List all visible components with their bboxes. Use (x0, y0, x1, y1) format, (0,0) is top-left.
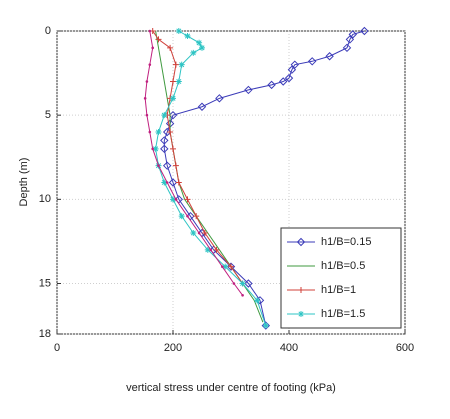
marker (196, 39, 203, 46)
y-tick-label: 0 (45, 25, 51, 37)
marker (151, 46, 154, 50)
marker (244, 279, 253, 288)
marker (213, 246, 220, 253)
marker (201, 230, 208, 236)
marker (160, 136, 169, 145)
marker (162, 161, 172, 170)
marker (241, 293, 244, 297)
marker (157, 164, 160, 167)
marker (175, 28, 182, 34)
y-axis-label: Depth (m) (18, 158, 30, 207)
x-tick-label: 600 (396, 342, 414, 354)
marker (170, 78, 176, 85)
series-line (163, 30, 365, 326)
marker (261, 321, 271, 330)
marker (348, 30, 358, 39)
marker (155, 36, 162, 43)
legend-label: h1/B=0.15 (321, 236, 371, 248)
marker (360, 26, 369, 36)
marker (190, 230, 197, 236)
marker (244, 85, 253, 95)
series (143, 29, 244, 297)
marker (215, 94, 224, 103)
marker (190, 49, 197, 56)
marker (170, 95, 176, 102)
marker (178, 213, 185, 220)
marker (197, 231, 201, 235)
marker (148, 29, 152, 33)
marker (167, 44, 174, 51)
x-tick-label: 200 (164, 342, 182, 354)
marker (174, 198, 178, 201)
marker (143, 97, 147, 100)
marker (254, 297, 261, 304)
y-tick-label: 18 (39, 328, 51, 340)
marker (145, 113, 149, 117)
marker (342, 43, 352, 53)
marker (184, 33, 191, 40)
marker (175, 179, 182, 186)
legend: h1/B=0.15 h1/B=0.5 h1/B=1 h1/B=1.5 (280, 227, 402, 329)
marker (228, 263, 234, 270)
marker (284, 73, 294, 83)
marker (172, 162, 179, 169)
x-axis-label: vertical stress under centre of footing … (126, 382, 336, 394)
marker (145, 80, 149, 83)
marker (204, 246, 211, 253)
marker (199, 44, 205, 51)
marker (287, 65, 297, 74)
marker (239, 280, 246, 287)
marker (184, 196, 191, 203)
marker (161, 112, 168, 119)
marker (298, 311, 304, 317)
marker (197, 102, 207, 111)
marker (168, 178, 178, 187)
marker (148, 63, 152, 66)
marker (290, 60, 300, 69)
marker (221, 265, 224, 268)
marker (160, 144, 169, 154)
marker (278, 77, 288, 86)
marker (148, 130, 152, 134)
marker (152, 145, 159, 152)
marker (307, 57, 317, 66)
series (152, 28, 269, 329)
marker (209, 248, 212, 252)
marker (167, 129, 174, 135)
y-tick-label: 15 (39, 277, 51, 289)
marker (172, 61, 179, 68)
legend-label: h1/B=1 (321, 284, 356, 296)
x-tick-label: 400 (280, 342, 298, 354)
marker (298, 287, 304, 293)
legend-label: h1/B=0.5 (321, 260, 365, 272)
marker (155, 129, 162, 135)
marker (170, 196, 176, 203)
marker (262, 322, 269, 329)
legend-label: h1/B=1.5 (321, 308, 365, 320)
x-tick-label: 0 (54, 342, 60, 354)
marker (170, 145, 176, 152)
marker (296, 237, 306, 247)
y-tick-label: 10 (39, 193, 51, 205)
marker (325, 52, 334, 61)
marker (151, 147, 154, 151)
marker (267, 80, 276, 90)
marker (222, 263, 229, 270)
marker (345, 35, 355, 44)
y-tick-label: 5 (45, 109, 51, 121)
marker (186, 214, 189, 218)
marker (175, 78, 182, 85)
marker (168, 110, 178, 120)
marker (226, 262, 236, 271)
marker (161, 179, 168, 186)
marker (178, 61, 185, 68)
marker (193, 213, 200, 220)
marker (165, 181, 169, 184)
marker (232, 282, 236, 285)
